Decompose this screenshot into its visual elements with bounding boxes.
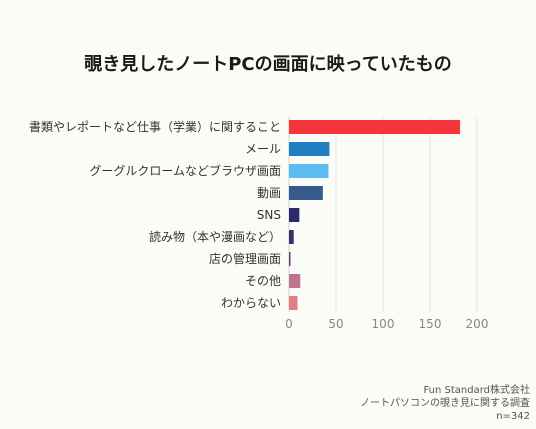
footer: Fun Standard株式会社 ノートパソコンの覗き見に関する調査 n=342 xyxy=(360,384,530,423)
category-label: SNS xyxy=(257,208,281,222)
bars xyxy=(289,120,461,310)
bar xyxy=(289,142,330,156)
x-tick-label: 100 xyxy=(372,317,395,331)
chart-title: 覗き見したノートPCの画面に映っていたもの xyxy=(84,54,452,75)
bar xyxy=(289,164,329,178)
bar xyxy=(289,208,300,222)
category-label: 読み物（本や漫画など） xyxy=(149,229,281,244)
category-label: 店の管理画面 xyxy=(209,251,281,266)
bar xyxy=(289,296,298,310)
x-tick-label: 150 xyxy=(419,317,442,331)
x-tick-label: 200 xyxy=(466,317,489,331)
footer-company: Fun Standard株式会社 xyxy=(423,385,530,396)
category-label: 書類やレポートなど仕事（学業）に関すること xyxy=(29,119,281,134)
bar xyxy=(289,186,323,200)
bar xyxy=(289,252,291,266)
footer-survey: ノートパソコンの覗き見に関する調査 xyxy=(360,398,530,409)
bar xyxy=(289,120,461,134)
category-labels: 書類やレポートなど仕事（学業）に関することメールグーグルクロームなどブラウザ画面… xyxy=(29,119,281,310)
footer-sample: n=342 xyxy=(496,411,530,422)
category-label: グーグルクロームなどブラウザ画面 xyxy=(89,163,281,178)
category-label: 動画 xyxy=(257,186,281,200)
category-label: わからない xyxy=(221,296,281,310)
category-label: メール xyxy=(245,142,281,156)
x-axis-ticks: 0 50 100 150 200 xyxy=(285,317,488,331)
category-label: その他 xyxy=(245,274,281,288)
x-tick-label: 0 xyxy=(285,317,293,331)
bar xyxy=(289,274,301,288)
bar xyxy=(289,230,294,244)
x-tick-label: 50 xyxy=(328,317,343,331)
